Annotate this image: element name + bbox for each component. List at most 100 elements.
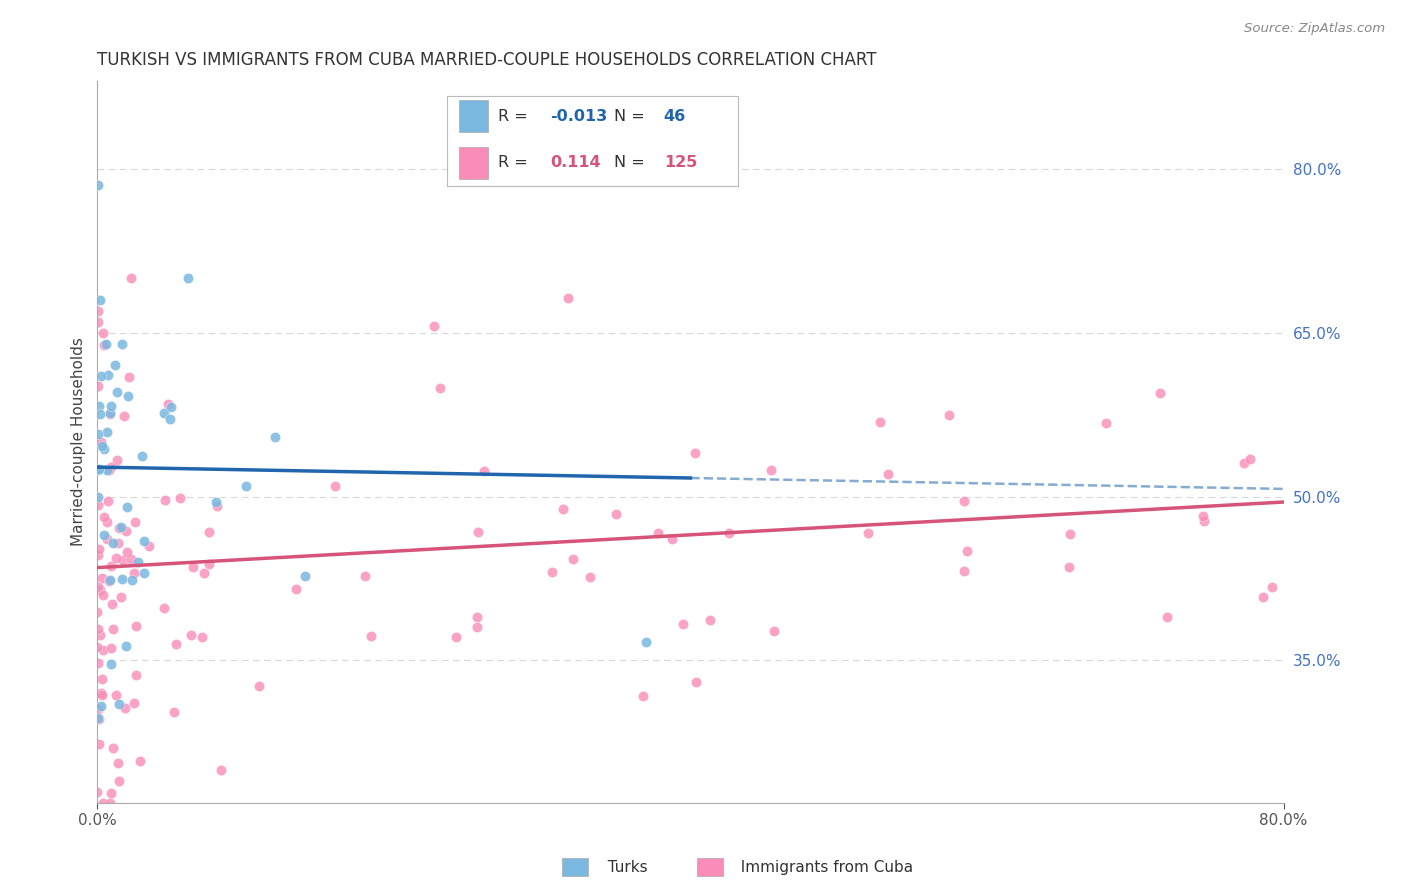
Point: [467, 525, 489, 540]
Point: [157, 397, 180, 411]
Point: [90, 435, 112, 450]
Y-axis label: Married-couple Households: Married-couple Households: [72, 337, 86, 547]
Point: [112, 409, 135, 424]
Point: [209, 763, 232, 777]
Point: [89, 293, 111, 307]
Point: [264, 429, 287, 443]
Point: [323, 479, 346, 493]
Point: [110, 520, 132, 534]
Point: [97, 494, 120, 508]
Point: [1191, 509, 1213, 524]
Point: [122, 696, 145, 710]
Point: [89, 407, 111, 421]
Point: [551, 502, 574, 516]
Point: [87, 622, 110, 636]
Point: [86, 548, 108, 562]
Point: [111, 572, 134, 586]
Point: [90, 369, 112, 384]
Point: [86, 640, 108, 654]
Point: [100, 407, 122, 421]
Point: [117, 370, 139, 384]
Point: [1149, 385, 1171, 400]
Point: [100, 657, 122, 671]
Point: [117, 389, 139, 403]
Point: [152, 600, 174, 615]
Point: [131, 449, 153, 463]
Text: Source: ZipAtlas.com: Source: ZipAtlas.com: [1244, 22, 1385, 36]
Point: [96, 425, 118, 440]
Point: [763, 624, 786, 638]
Point: [107, 535, 129, 549]
Point: [89, 628, 111, 642]
Point: [100, 460, 122, 475]
Point: [129, 754, 152, 768]
Point: [952, 564, 974, 578]
Point: [124, 515, 146, 529]
Point: [938, 408, 960, 422]
Point: [294, 569, 316, 583]
Point: [683, 446, 706, 460]
Point: [110, 590, 132, 604]
Point: [169, 491, 191, 505]
Point: [1239, 451, 1261, 466]
Point: [1233, 456, 1256, 470]
Point: [101, 597, 124, 611]
Point: [87, 399, 110, 413]
Point: [108, 773, 131, 788]
Point: [86, 606, 108, 620]
Point: [91, 588, 114, 602]
Point: [91, 672, 114, 686]
Point: [86, 784, 108, 798]
Point: [100, 558, 122, 573]
Point: [98, 463, 121, 477]
Point: [87, 427, 110, 442]
Point: [87, 737, 110, 751]
Point: [717, 525, 740, 540]
Point: [93, 442, 115, 457]
Point: [193, 566, 215, 581]
Point: [104, 359, 127, 373]
Point: [1156, 610, 1178, 624]
Point: [132, 566, 155, 581]
Point: [235, 479, 257, 493]
Point: [90, 438, 112, 452]
Point: [1057, 560, 1080, 574]
Point: [422, 319, 444, 334]
Point: [105, 452, 128, 467]
Point: [955, 544, 977, 558]
Point: [205, 499, 228, 513]
Point: [672, 617, 695, 632]
Point: [541, 565, 564, 579]
Point: [94, 336, 117, 351]
Point: [87, 712, 110, 726]
Point: [120, 552, 142, 566]
Point: [647, 525, 669, 540]
Point: [91, 688, 114, 702]
Point: [127, 555, 149, 569]
Point: [465, 620, 488, 634]
Point: [101, 740, 124, 755]
Point: [198, 557, 221, 571]
Point: [87, 541, 110, 556]
Point: [90, 686, 112, 700]
Point: [138, 539, 160, 553]
Point: [89, 462, 111, 476]
Point: [100, 641, 122, 656]
Point: [98, 574, 121, 588]
Point: [103, 622, 125, 636]
Point: [87, 303, 110, 318]
Point: [86, 711, 108, 725]
Point: [561, 551, 583, 566]
Point: [96, 532, 118, 546]
Point: [162, 705, 184, 719]
Point: [155, 492, 177, 507]
Point: [86, 463, 108, 477]
Point: [98, 796, 121, 810]
Point: [115, 500, 138, 515]
Point: [761, 463, 783, 477]
Point: [121, 573, 143, 587]
Point: [87, 656, 110, 670]
Point: [98, 574, 121, 588]
Point: [107, 756, 129, 770]
Point: [100, 786, 122, 800]
